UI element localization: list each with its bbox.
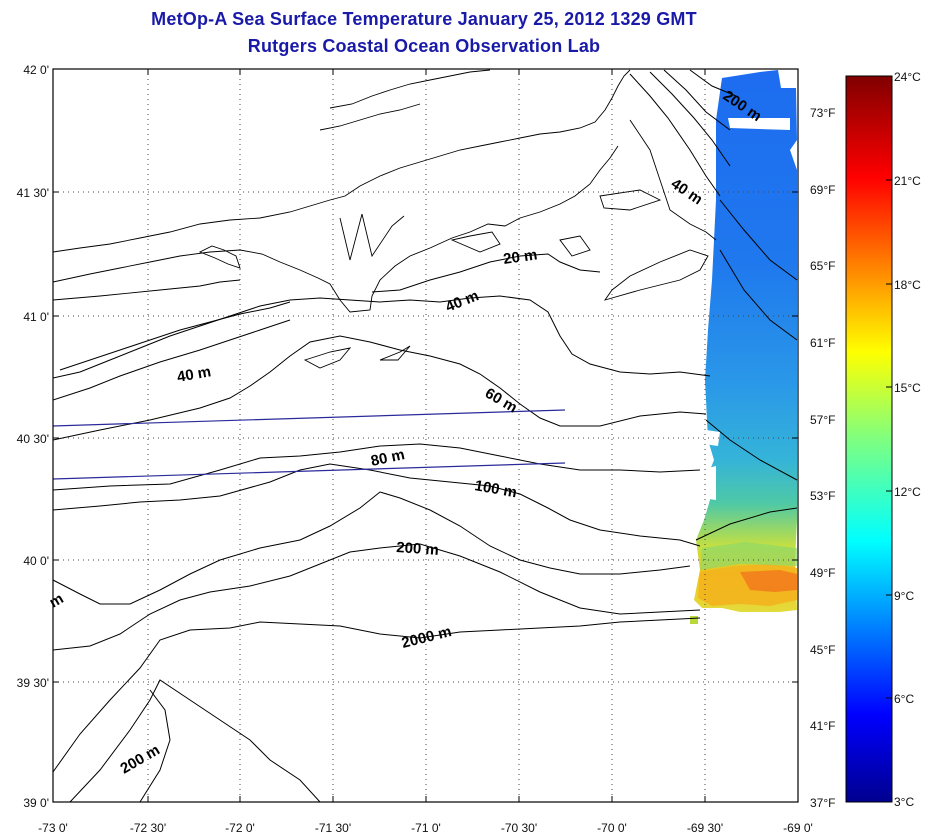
lon-label: -73 0' <box>38 821 68 835</box>
contour-label-20m: 20 m <box>502 246 538 268</box>
bathymetry-contours <box>53 69 798 802</box>
fahrenheit-label: 57°F <box>810 413 835 427</box>
colorbar: 24°C 21°C 18°C 15°C 12°C 9°C 6°C 3°C <box>845 70 921 809</box>
lat-label: 40 0' <box>23 554 49 568</box>
lon-label: -69 30' <box>687 821 723 835</box>
lon-label: -72 30' <box>130 821 166 835</box>
fahrenheit-label: 37°F <box>810 796 835 810</box>
map-subtitle: Rutgers Coastal Ocean Observation Lab <box>247 36 601 56</box>
colorbar-label: 6°C <box>894 692 914 706</box>
contour-label-group: 20 m 40 m 40 m 40 m 60 m 80 m 100 m 200 … <box>47 87 765 777</box>
grid-lines <box>53 69 798 802</box>
fahrenheit-label: 61°F <box>810 336 835 350</box>
contour-label-2000m: 2000 m <box>400 623 453 652</box>
colorbar-label: 3°C <box>894 795 914 809</box>
lon-label: -72 0' <box>225 821 255 835</box>
lon-label: -70 0' <box>597 821 627 835</box>
sst-swath <box>690 70 797 624</box>
fahrenheit-label: 73°F <box>810 106 835 120</box>
contour-label-40m-a: 40 m <box>443 287 481 316</box>
lon-axis-labels: -73 0' -72 30' -72 0' -71 30' -71 0' -70… <box>38 821 813 835</box>
lat-label: 41 0' <box>23 310 49 324</box>
lon-label: -69 0' <box>783 821 813 835</box>
colorbar-label: 24°C <box>894 70 921 84</box>
fahrenheit-label: 53°F <box>810 489 835 503</box>
sst-speck <box>690 616 698 624</box>
colorbar-label: 21°C <box>894 174 921 188</box>
fahrenheit-label: 45°F <box>810 643 835 657</box>
colorbar-label: 12°C <box>894 485 921 499</box>
contour-label-200m-c: 200 m <box>118 741 163 777</box>
contour-label-80m: 80 m <box>369 446 406 470</box>
fahrenheit-scale: 73°F 69°F 65°F 61°F 57°F 53°F 49°F 45°F … <box>810 106 835 810</box>
contour-label-40m-b: 40 m <box>668 175 706 208</box>
colorbar-label: 9°C <box>894 589 914 603</box>
lon-label: -70 30' <box>501 821 537 835</box>
lat-label: 39 0' <box>23 796 49 810</box>
lat-axis-labels: 42 0' 41 30' 41 0' 40 30' 40 0' 39 30' 3… <box>17 63 49 810</box>
fahrenheit-label: 69°F <box>810 183 835 197</box>
contour-label-100m: 100 m <box>473 477 518 501</box>
colorbar-label: 15°C <box>894 381 921 395</box>
lon-label: -71 0' <box>411 821 441 835</box>
fahrenheit-label: 41°F <box>810 719 835 733</box>
fahrenheit-label: 65°F <box>810 259 835 273</box>
colorbar-gradient <box>845 75 893 803</box>
colorbar-label: 18°C <box>894 278 921 292</box>
lat-label: 39 30' <box>17 676 49 690</box>
contour-label-m-edge: m <box>47 590 67 611</box>
lon-label: -71 30' <box>315 821 351 835</box>
lat-label: 41 30' <box>17 186 49 200</box>
tick-marks <box>52 69 799 802</box>
lat-label: 42 0' <box>23 63 49 77</box>
map-title: MetOp-A Sea Surface Temperature January … <box>151 9 697 29</box>
contour-label-200m-a: 200 m <box>396 539 440 559</box>
plot-frame <box>52 68 799 803</box>
contour-label-40m-c: 40 m <box>176 363 213 386</box>
fahrenheit-label: 49°F <box>810 566 835 580</box>
lat-label: 40 30' <box>17 432 49 446</box>
track-lines <box>52 409 566 480</box>
